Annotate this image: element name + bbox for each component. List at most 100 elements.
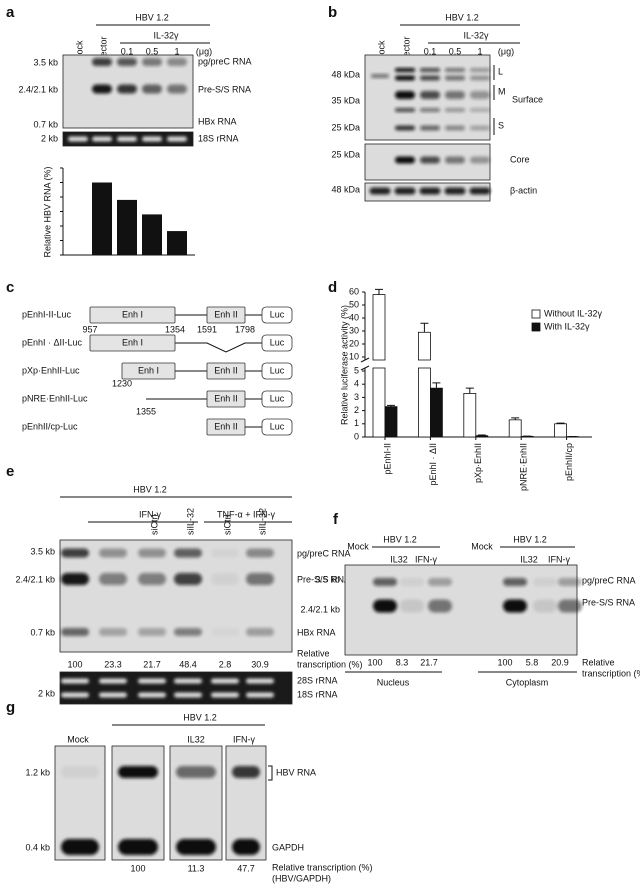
y-tick-label: 30	[349, 325, 359, 335]
label: Pre-S/S RNA	[198, 84, 251, 94]
label: IL32	[390, 554, 408, 564]
label: HBV RNA	[276, 767, 316, 777]
band	[118, 839, 158, 855]
bar	[475, 435, 489, 438]
band	[167, 84, 187, 94]
label: siCtrl	[149, 515, 159, 536]
band	[445, 91, 465, 99]
y-tick-label: 2	[354, 405, 359, 415]
band	[92, 136, 112, 142]
band	[371, 74, 389, 78]
label: Surface	[512, 94, 543, 104]
band	[174, 628, 202, 636]
band	[211, 692, 239, 698]
band	[395, 125, 415, 131]
label: 2.4/2.1 kb	[15, 574, 55, 584]
band	[419, 187, 441, 195]
label: pg/preC RNA	[582, 575, 636, 585]
label: Luc	[270, 337, 285, 347]
band	[211, 628, 239, 636]
band	[420, 75, 440, 81]
label: HBV 1.2	[513, 534, 547, 544]
band	[558, 578, 582, 586]
error-bar	[511, 417, 520, 420]
band	[470, 108, 490, 112]
error-bar	[375, 288, 383, 295]
label: 3.5 kb	[315, 574, 340, 584]
label: Mock	[67, 734, 89, 744]
quant-value: 11.3	[188, 863, 205, 873]
element-box	[261, 306, 293, 324]
band	[395, 108, 415, 112]
error-bar	[420, 322, 429, 333]
x-tick-label: pNRE·EnhII	[519, 443, 529, 491]
band	[395, 91, 415, 99]
band	[142, 136, 162, 142]
label: HBV 1.2	[445, 12, 479, 22]
bar	[384, 406, 398, 438]
band	[428, 599, 452, 613]
label: M	[498, 86, 506, 96]
bar-segment	[417, 331, 431, 361]
label: 1230	[112, 378, 132, 388]
label: IL-32γ	[463, 30, 489, 40]
label: Mock	[376, 40, 386, 62]
label: Luc	[270, 309, 285, 319]
band	[428, 578, 452, 586]
band	[61, 573, 89, 585]
band	[68, 136, 88, 142]
band	[445, 68, 465, 72]
x-tick-label: pXp·EnhII	[473, 443, 483, 483]
label: 25 kDa	[331, 149, 360, 159]
label: 957	[82, 324, 97, 334]
band	[211, 678, 239, 684]
label: Luc	[270, 365, 285, 375]
bar	[117, 199, 137, 255]
deletion	[175, 342, 262, 353]
label: IFN-γ	[415, 554, 437, 564]
label: 0.4 kb	[25, 842, 50, 852]
band	[117, 58, 137, 66]
y-tick-label: 50	[349, 299, 359, 309]
band	[373, 599, 397, 613]
label: HBx RNA	[297, 627, 336, 637]
panel-letter: b	[328, 4, 337, 21]
y-tick-label: 20	[349, 338, 359, 348]
band	[420, 108, 440, 112]
band	[167, 58, 187, 66]
label: 1	[477, 46, 482, 56]
quant-value: 5.8	[526, 657, 539, 667]
error-bar	[465, 387, 474, 394]
label: transcription (%)	[582, 668, 640, 678]
label: IL-32γ	[153, 30, 179, 40]
label: HBx RNA	[198, 116, 237, 126]
label: 2 kb	[41, 133, 58, 143]
band	[445, 75, 465, 81]
blot	[59, 671, 293, 705]
band	[400, 578, 424, 586]
band	[142, 58, 162, 66]
label: 0.7 kb	[33, 119, 58, 129]
label: IL32	[187, 734, 205, 744]
label: Relative	[582, 657, 615, 667]
bar-segment	[372, 294, 386, 361]
label: GAPDH	[272, 842, 304, 852]
label: 2.4/2.1 kb	[18, 84, 58, 94]
bracket	[268, 765, 273, 781]
y-axis-label: Relative HBV RNA (%)	[42, 166, 52, 257]
bar	[92, 182, 112, 255]
band	[92, 84, 112, 94]
bar	[463, 393, 477, 438]
label: Enh II	[214, 393, 238, 403]
y-tick-label: 0	[354, 431, 359, 441]
band	[61, 548, 89, 558]
error-bar	[556, 422, 565, 424]
bar	[554, 423, 567, 438]
bar	[142, 214, 162, 255]
label: 0.7 kb	[30, 627, 55, 637]
band	[395, 68, 415, 72]
label: HBV 1.2	[183, 712, 217, 722]
label: Vector	[98, 36, 108, 62]
label: pNRE·EnhII-Luc	[22, 393, 88, 403]
band	[395, 156, 415, 164]
